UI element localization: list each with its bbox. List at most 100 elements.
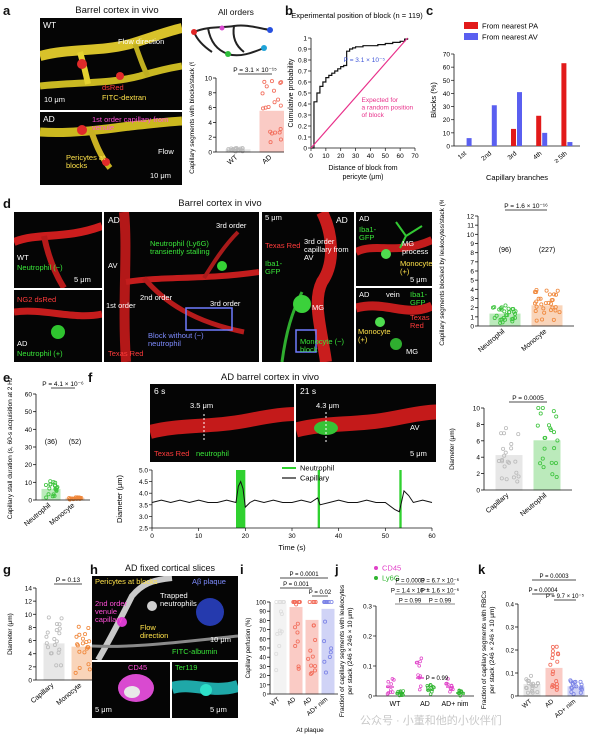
data-point: [84, 646, 89, 651]
data-point: [529, 673, 534, 678]
data-point: [448, 689, 452, 694]
y-tick-label: 6: [208, 105, 212, 112]
data-point: [509, 446, 514, 451]
y-axis-label-2: per stack (246 × 246 × 10 μm): [489, 606, 496, 693]
data-point: [555, 659, 560, 664]
panel-d-p3-monocyte: Monocyte (−) block: [300, 337, 344, 354]
data-point: [573, 679, 578, 684]
expected-line: [310, 37, 409, 149]
data-point: [541, 306, 546, 311]
data-point: [279, 80, 284, 85]
panel-d-p3-ad: AD: [336, 215, 348, 225]
panel-label-b: b: [285, 3, 293, 18]
data-point: [550, 656, 555, 661]
p-value: P = 0.99: [429, 599, 452, 605]
panel-d-p4-mg-process: MG process: [402, 239, 429, 256]
panel-d-wt-vessels: [14, 222, 102, 288]
panel-h-micrograph-bottom-left: CD45 5 μm: [92, 662, 170, 718]
data-point: [540, 317, 545, 322]
data-point: [419, 656, 424, 661]
y-tick-label: 6: [476, 438, 480, 445]
data-point: [534, 318, 539, 323]
legend-label: Ly6G: [382, 574, 400, 583]
data-point: [76, 624, 81, 629]
p-value: P = 3.1 × 10⁻¹⁵: [233, 67, 277, 74]
data-point: [45, 630, 50, 635]
data-point: [549, 298, 554, 303]
data-point: [548, 662, 553, 667]
data-point: [59, 616, 64, 621]
panel-d-wt-scale: 5 μm: [74, 275, 91, 284]
data-point: [511, 475, 516, 480]
data-point: [530, 686, 535, 691]
panel-d-p4-iba: Iba1-GFP: [359, 225, 377, 242]
y-tick-label: 40: [25, 427, 33, 434]
p-value: P = 3.1 × 10⁻⁵: [344, 57, 386, 64]
data-point: [544, 288, 549, 293]
data-point: [509, 442, 514, 447]
y-axis-label: Capillary segments with blocks/stack (%): [189, 62, 196, 174]
y-tick-label: 6: [28, 638, 32, 645]
data-point: [310, 654, 315, 659]
x-tick-label: 60: [397, 153, 405, 160]
panel-f-stain-green: neutrophil: [196, 449, 229, 458]
data-point: [83, 632, 88, 637]
expected-label-1: Expected for: [362, 97, 399, 104]
panel-f-diam-2: 4.3 μm: [316, 401, 340, 410]
data-point: [554, 682, 559, 687]
panel-label-d: d: [3, 196, 11, 211]
data-point: [502, 453, 507, 458]
data-point: [54, 621, 59, 626]
y-tick-label: 0.6: [298, 79, 307, 86]
data-point: [269, 79, 274, 84]
y-tick-label: 11: [467, 223, 474, 230]
data-point: [327, 654, 332, 659]
data-point: [418, 687, 422, 692]
y-tick-label: 9: [470, 241, 474, 248]
panel-d-monocyte-vessels: [280, 212, 338, 362]
panel-d-p5-monocyte: Monocyte (+): [358, 327, 391, 344]
data-point: [73, 670, 78, 675]
panel-h-second-order: 2nd order venule capillary: [95, 599, 128, 624]
data-point: [556, 652, 561, 657]
y-tick-label: 3.0: [139, 514, 148, 521]
data-point: [534, 289, 539, 294]
data-point: [272, 100, 277, 105]
panel-d-p5-mg: MG: [406, 347, 419, 356]
data-point: [54, 663, 59, 668]
panel-d-p5-texas: Texas Red: [410, 313, 430, 330]
panel-h-scale-1: 10 μm: [210, 635, 231, 644]
x-tick-label: 50: [382, 533, 390, 540]
data-point: [538, 461, 543, 466]
y-tick-label: 0.4: [506, 603, 515, 609]
y-tick-label: 5: [470, 278, 474, 285]
panel-a-all-orders: All orders: [218, 7, 254, 17]
panel-a-wt-tag: WT: [43, 20, 57, 30]
y-tick-label: 2: [470, 305, 474, 312]
panel-d-vein-micrograph: AD vein Iba1-GFP Texas Red Monocyte (+) …: [356, 288, 432, 362]
y-tick-label: 8: [476, 422, 480, 429]
count-label: (52): [69, 439, 81, 446]
data-point: [399, 693, 404, 697]
data-point: [266, 104, 271, 109]
y-tick-label: 20: [443, 117, 451, 124]
neutrophil-period: [399, 470, 402, 528]
y-axis-label: Capillary stall duration (s, 60-s acquis…: [7, 378, 14, 519]
panel-h-micrograph-bottom-right: Ter119 5 μm: [172, 662, 238, 718]
y-tick-label: 40: [443, 91, 451, 98]
panel-h-ter119: Ter119: [175, 663, 198, 672]
data-point: [328, 650, 333, 655]
data-point: [515, 479, 520, 484]
y-axis-label: Cumulative probability: [288, 58, 295, 127]
data-point: [77, 649, 82, 654]
data-point: [543, 301, 548, 306]
panel-d-neutrophil-plus: Neutrophil (+): [17, 349, 63, 358]
data-point: [278, 137, 283, 142]
data-point: [535, 681, 540, 686]
y-tick-label: 0.1: [298, 134, 307, 141]
panel-a-vessel-schematic: [191, 24, 273, 57]
data-point: [48, 482, 53, 487]
data-point: [329, 646, 334, 651]
data-point: [549, 460, 554, 465]
data-point: [52, 642, 57, 647]
